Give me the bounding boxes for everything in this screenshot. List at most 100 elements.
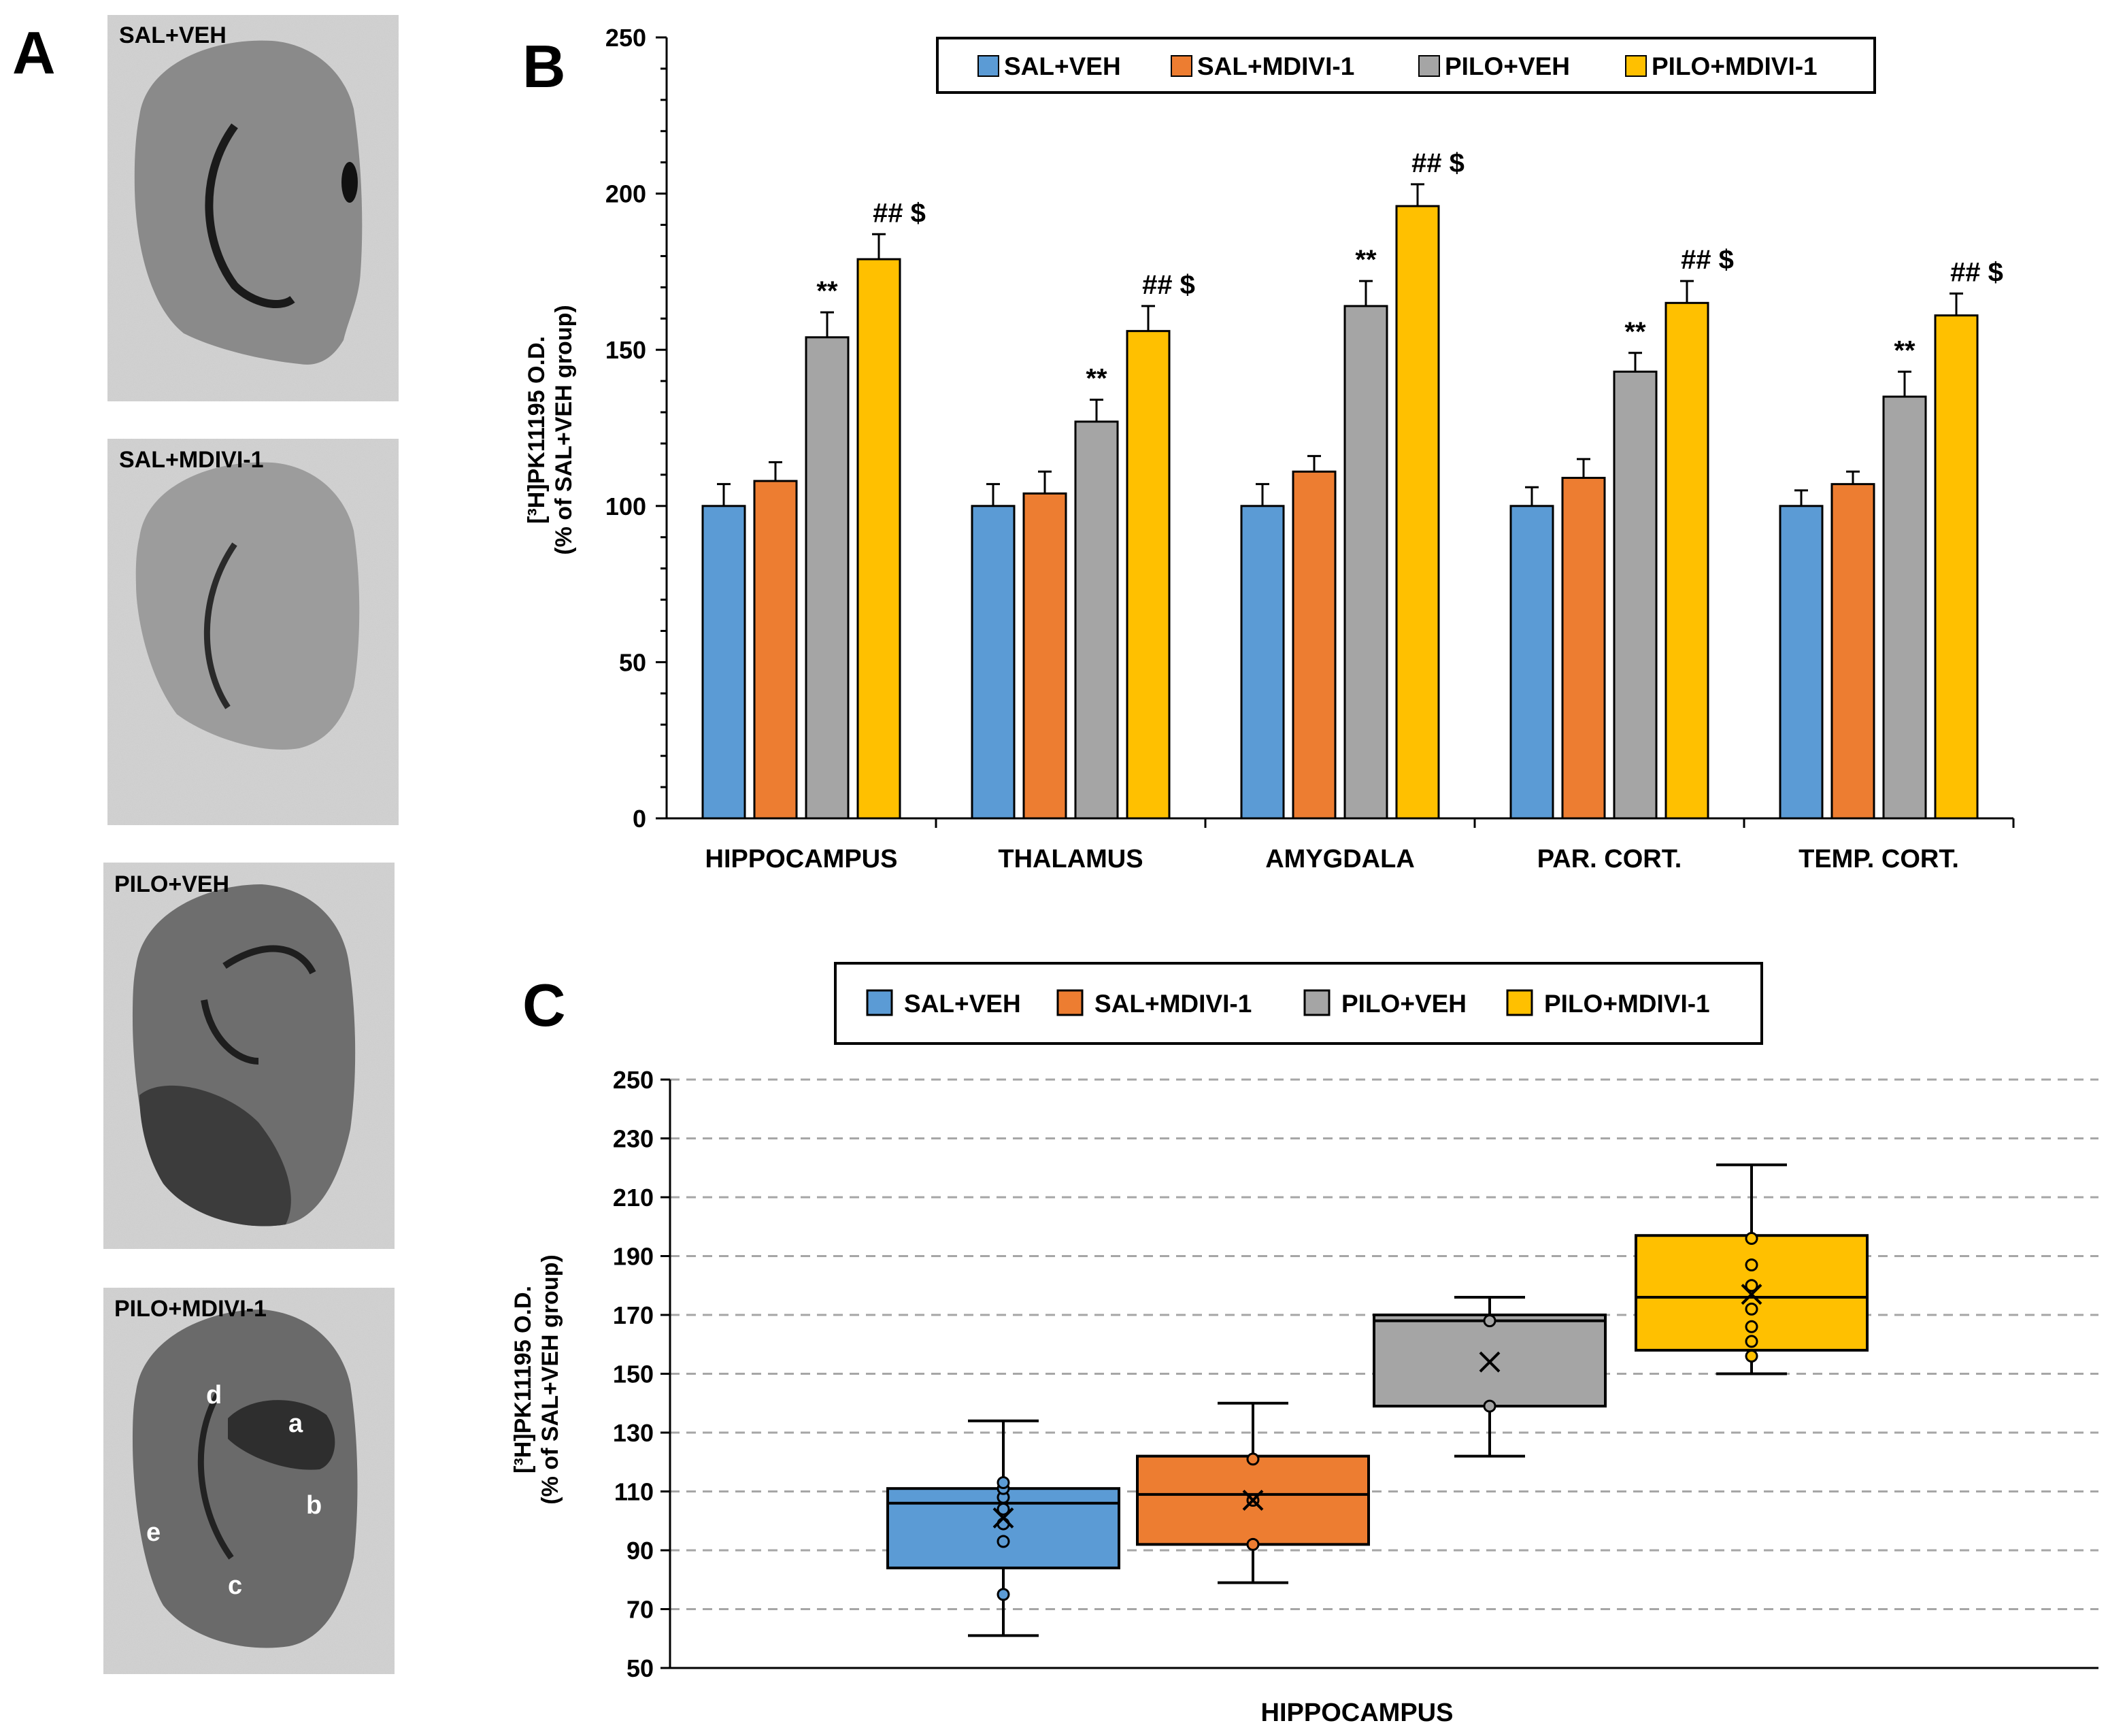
legend-label: PILO+MDIVI-1 — [1652, 52, 1818, 80]
bar-category-label: TEMP. CORT. — [1799, 845, 1959, 873]
box-sal-mdivi-1 — [1136, 1401, 1370, 1584]
bar-rect — [1664, 301, 1709, 820]
significance-label: ## $ — [873, 198, 926, 228]
bar-sal-mdivi-1-temp-cort — [1830, 470, 1875, 820]
box-y-tick-label: 210 — [613, 1184, 654, 1212]
bar-rect — [1561, 476, 1606, 820]
lateral-ventricle — [341, 162, 358, 203]
legend-swatch — [1506, 989, 1533, 1016]
bar-pilo-mdivi-1-temp-cort: ## $ — [1934, 258, 2003, 820]
box-data-point — [997, 1535, 1010, 1548]
bar-pilo-mdivi-1-par-cort: ## $ — [1664, 245, 1734, 820]
bar-plot-area: ** ## $ ** ## $ ** ## $ ** ## $ ** ## $ — [701, 148, 2003, 820]
legend-item-sal-veh: SAL+VEH — [977, 52, 1121, 80]
bar-sal-mdivi-1-amygdala — [1292, 454, 1337, 820]
legend-label: PILO+MDIVI-1 — [1544, 990, 1710, 1018]
box-plot-area — [886, 1163, 1869, 1637]
region-label-e: e — [146, 1518, 161, 1547]
legend-swatch — [1418, 55, 1440, 77]
box-data-point — [1246, 1537, 1260, 1551]
bar-rect — [1022, 492, 1067, 820]
bar-pilo-veh-temp-cort: ** — [1882, 335, 1927, 820]
box-pilo-veh — [1373, 1296, 1607, 1458]
box-data-point — [1745, 1320, 1758, 1333]
legend-swatch — [1625, 55, 1647, 77]
micrograph-label: PILO+MDIVI-1 — [114, 1296, 267, 1322]
box-y-tick-label: 130 — [613, 1419, 654, 1447]
bar-y-tick-label: 200 — [605, 180, 646, 208]
legend-swatch — [1171, 55, 1192, 77]
thalamus-dark-region — [228, 1400, 335, 1470]
legend-item-sal-mdivi-1: SAL+MDIVI-1 — [1171, 52, 1354, 80]
box-y-axis-title-line2: (% of SAL+VEH group) — [537, 1254, 563, 1504]
bar-rect — [1830, 483, 1875, 820]
bar-pilo-veh-thalamus: ** — [1074, 364, 1119, 820]
bar-rect — [1779, 505, 1824, 820]
bar-category-label: AMYGDALA — [1265, 845, 1415, 873]
bar-pilo-veh-par-cort: ** — [1613, 317, 1658, 820]
legend-label: PILO+VEH — [1445, 52, 1570, 80]
hippocampus-shape — [201, 945, 316, 1065]
bar-sal-veh-temp-cort — [1779, 489, 1824, 820]
bar-rect — [1240, 505, 1285, 820]
box-data-point — [1483, 1399, 1496, 1413]
box-sal-veh — [886, 1419, 1120, 1637]
box-y-tick-label: 190 — [613, 1243, 654, 1271]
panel-b-letter: B — [522, 33, 566, 100]
box-mean-marker — [1242, 1490, 1264, 1511]
bar-y-tick-label: 250 — [605, 24, 646, 52]
box-legend: SAL+VEH SAL+MDIVI-1 PILO+VEH PILO+MDIVI-1 — [834, 962, 1763, 1045]
bar-pilo-mdivi-1-thalamus: ## $ — [1126, 270, 1195, 820]
legend-item-pilo-mdivi-1: PILO+MDIVI-1 — [1506, 989, 1710, 1018]
legend-label: SAL+MDIVI-1 — [1094, 990, 1252, 1018]
bar-category-label: HIPPOCAMPUS — [705, 845, 898, 873]
legend-swatch — [977, 55, 999, 77]
legend-item-pilo-veh: PILO+VEH — [1418, 52, 1570, 80]
legend-item-pilo-mdivi-1: PILO+MDIVI-1 — [1625, 52, 1818, 80]
region-label-a: a — [288, 1409, 303, 1438]
bar-category-label: PAR. CORT. — [1537, 845, 1682, 873]
box-y-tick-label: 230 — [613, 1125, 654, 1153]
box-y-tick-label: 90 — [626, 1537, 654, 1565]
bar-legend-box — [936, 37, 1876, 94]
box-y-tick-label: 250 — [613, 1066, 654, 1094]
box-pilo-mdivi-1 — [1635, 1163, 1869, 1375]
box-legend-box — [834, 962, 1763, 1045]
box-data-point — [1745, 1258, 1758, 1271]
legend-label: SAL+VEH — [1004, 52, 1121, 80]
panel-b: B SAL+VEH SAL+MDIVI-1 PILO+VEH PILO+MDIVI-1… — [522, 24, 2015, 873]
micrograph-label: PILO+VEH — [114, 871, 229, 897]
legend-swatch — [866, 989, 893, 1016]
box-mean-marker — [1741, 1284, 1762, 1305]
brain-section-shape — [133, 1309, 358, 1648]
brain-section-shape — [134, 40, 363, 365]
micrograph-pilo-mdivi: PILO+MDIVI-1 a b c d e — [103, 1288, 395, 1674]
panel-c: C SAL+VEH SAL+MDIVI-1 PILO+VEH PILO+MDIVI-1… — [510, 962, 2098, 1727]
ventricle-shape — [205, 123, 295, 308]
bar-y-axis-title-line2: (% of SAL+VEH group) — [551, 305, 577, 554]
bar-pilo-mdivi-1-amygdala: ## $ — [1395, 148, 1465, 820]
bar-y-tick-label: 100 — [605, 493, 646, 520]
box-y-axis-title-line1: [³H]PK11195 O.D. — [510, 1286, 536, 1473]
significance-label: ** — [1355, 245, 1377, 275]
legend-item-sal-mdivi-1: SAL+MDIVI-1 — [1056, 989, 1252, 1018]
bar-category-label: THALAMUS — [998, 845, 1143, 873]
bar-rect — [1074, 420, 1119, 820]
significance-label: ** — [816, 276, 838, 306]
bar-y-tick-label: 50 — [619, 648, 646, 676]
box-y-tick-label: 150 — [613, 1361, 654, 1388]
significance-label: ** — [1086, 364, 1107, 394]
box-data-point — [997, 1476, 1010, 1490]
legend-label: SAL+MDIVI-1 — [1197, 52, 1354, 80]
legend-swatch — [1056, 989, 1084, 1016]
ventricle-shape — [203, 542, 237, 710]
legend-label: SAL+VEH — [904, 990, 1021, 1018]
brain-section-shape — [135, 462, 360, 750]
box-y-tick-label: 170 — [613, 1301, 654, 1329]
box-data-point — [1745, 1350, 1758, 1363]
box-x-axis-title: HIPPOCAMPUS — [1261, 1699, 1454, 1727]
bar-y-tick-label: 0 — [633, 805, 646, 833]
hippocampus-arc — [197, 1392, 234, 1560]
box-y-tick-label: 50 — [626, 1654, 654, 1682]
